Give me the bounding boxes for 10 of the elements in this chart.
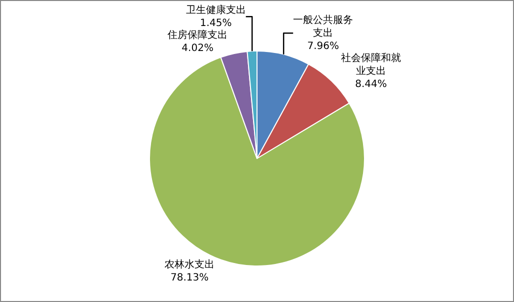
slice-label: 一般公共服务支出 [293,14,354,40]
slice-label: 社会保障和就业支出 [340,52,401,78]
data-label: 1.45% [200,18,232,30]
slice-label: 卫生健康支出 [186,4,246,16]
data-label: 7.96% [307,41,339,52]
slice-label: 住房保障支出 [168,29,228,42]
data-label: 8.44% [355,79,387,90]
slice-label: 农林水支出 [164,258,215,270]
data-label: 4.02% [182,43,214,54]
data-label: 78.13% [170,272,209,284]
